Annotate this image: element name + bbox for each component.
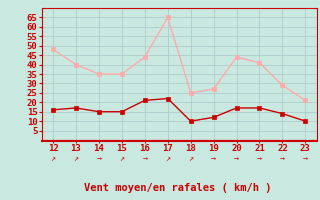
Text: →: → [142, 154, 147, 164]
Text: Vent moyen/en rafales ( km/h ): Vent moyen/en rafales ( km/h ) [84, 183, 271, 193]
Text: →: → [234, 154, 239, 164]
Text: →: → [303, 154, 308, 164]
Text: ↗: ↗ [51, 154, 56, 164]
Text: →: → [211, 154, 216, 164]
Text: ↗: ↗ [119, 154, 124, 164]
Text: →: → [257, 154, 262, 164]
Text: →: → [96, 154, 101, 164]
Text: ↗: ↗ [74, 154, 78, 164]
Text: ↗: ↗ [165, 154, 170, 164]
Text: →: → [280, 154, 285, 164]
Text: ↗: ↗ [188, 154, 193, 164]
